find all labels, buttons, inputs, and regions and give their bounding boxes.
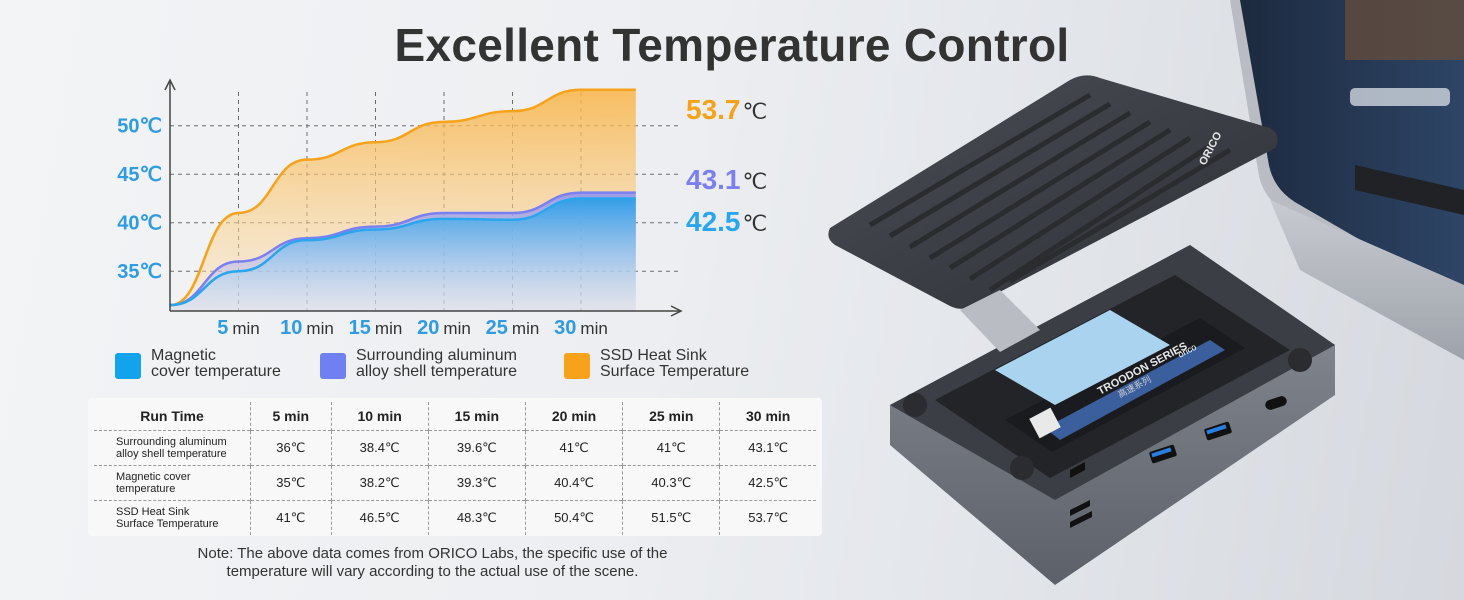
line-ssd-heat-sink	[169, 88, 636, 307]
table-cell: 41℃	[524, 430, 623, 466]
table-header: 30 min	[719, 402, 816, 431]
x-tick-label: 15 min	[349, 317, 403, 339]
table-cell: 38.4℃	[330, 430, 429, 466]
legend-swatch	[320, 353, 346, 379]
table-cell: 48.3℃	[427, 500, 526, 535]
data-table: Run Time 5 min 10 min 15 min 20 min 25 m…	[94, 402, 816, 535]
table-cell: 39.3℃	[427, 465, 526, 501]
footnote: Note: The above data comes from ORICO La…	[197, 545, 668, 580]
table-header: 10 min	[330, 402, 429, 431]
chart-areas	[169, 88, 636, 311]
legend-swatch	[564, 353, 590, 379]
table-cell: 41℃	[250, 500, 332, 535]
legend-item-magnetic: Magnetic cover temperature	[115, 348, 281, 380]
table-cell: 42.5℃	[719, 465, 816, 501]
legend-item-aluminum: Surrounding aluminum alloy shell tempera…	[320, 348, 517, 380]
table-cell: 41℃	[622, 430, 720, 466]
table-header: 25 min	[622, 402, 720, 431]
table-cell: 50.4℃	[524, 500, 623, 535]
table-cell: 53.7℃	[719, 500, 816, 535]
table-cell: 40.4℃	[524, 465, 623, 501]
legend-label: SSD Heat Sink Surface Temperature	[600, 347, 750, 380]
y-tick-label: 45℃	[117, 164, 162, 186]
row-label: SSD Heat Sink Surface Temperature	[94, 500, 251, 535]
legend-item-ssd: SSD Heat Sink Surface Temperature	[564, 348, 749, 380]
laptop	[1230, 0, 1464, 360]
table-cell: 39.6℃	[427, 430, 526, 466]
table-row: Surrounding aluminum alloy shell tempera…	[94, 430, 816, 466]
table-header-row: Run Time 5 min 10 min 15 min 20 min 25 m…	[94, 402, 816, 431]
y-tick-label: 50℃	[117, 116, 162, 138]
legend-swatch	[115, 353, 141, 379]
table-cell: 35℃	[250, 465, 332, 501]
legend-label: Magnetic cover temperature	[151, 347, 281, 380]
end-value-label: 53.7℃	[686, 94, 767, 125]
table-cell: 43.1℃	[719, 430, 816, 466]
table-cell: 40.3℃	[622, 465, 720, 501]
y-axis-arrow	[164, 78, 176, 91]
table-cell: 38.2℃	[330, 465, 429, 501]
line-aluminum-shell	[169, 191, 636, 307]
data-table-panel: Run Time 5 min 10 min 15 min 20 min 25 m…	[88, 398, 822, 536]
temperature-chart: 35℃ 40℃ 45℃ 50℃ 5 min 10 min 15 min 20 min 25 min 30 m…	[117, 78, 767, 339]
area-magnetic-cover	[170, 198, 636, 311]
table-header: 15 min	[427, 402, 526, 431]
table-cell: 46.5℃	[330, 500, 429, 535]
end-value-label: 42.5℃	[686, 206, 767, 237]
heat-sink-lid: ORICO	[828, 75, 1278, 352]
x-axis-arrow	[670, 305, 683, 317]
y-tick-label: 35℃	[117, 261, 162, 283]
enclosure-base: TROODON SERIES 高速系列 orico	[890, 245, 1335, 585]
chart-axes	[164, 78, 683, 317]
end-labels: 53.7℃ 43.1℃ 42.5℃	[686, 94, 767, 237]
table-row: Magnetic cover temperature 35℃ 38.2℃ 39.…	[94, 465, 816, 501]
table-row: SSD Heat Sink Surface Temperature 41℃ 46…	[94, 500, 816, 535]
table-header: Run Time	[140, 408, 204, 424]
page-title: Excellent Temperature Control	[394, 19, 1070, 71]
x-tick-label: 20 min	[417, 317, 471, 339]
table-cell: 51.5℃	[622, 500, 720, 535]
x-tick-label: 30 min	[554, 317, 608, 339]
row-label: Magnetic cover temperature	[94, 465, 251, 501]
legend-label: Surrounding aluminum alloy shell tempera…	[356, 347, 517, 380]
row-label: Surrounding aluminum alloy shell tempera…	[94, 430, 251, 466]
table-header: 20 min	[524, 402, 623, 431]
line-magnetic-cover	[169, 197, 636, 307]
table-header: 5 min	[250, 402, 332, 431]
x-tick-label: 25 min	[486, 317, 540, 339]
x-tick-label: 10 min	[280, 317, 334, 339]
y-tick-label: 40℃	[117, 213, 162, 235]
y-axis-labels: 35℃ 40℃ 45℃ 50℃	[117, 116, 162, 284]
x-axis-labels: 5 min 10 min 15 min 20 min 25 min 30 min	[217, 317, 608, 339]
table-cell: 36℃	[250, 430, 332, 466]
end-value-label: 43.1℃	[686, 164, 767, 195]
x-tick-label: 5 min	[217, 317, 260, 339]
